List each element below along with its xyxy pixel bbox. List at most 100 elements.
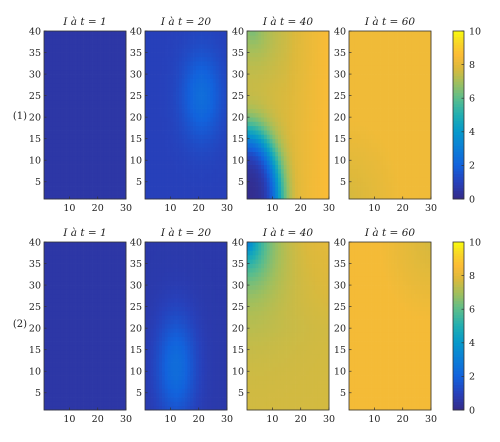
heatmap-cell bbox=[89, 61, 93, 66]
heatmap-cell bbox=[408, 104, 412, 109]
heatmap-cell bbox=[210, 69, 214, 75]
heatmap-cell bbox=[198, 52, 202, 58]
heatmap-cell bbox=[320, 43, 324, 49]
heatmap-cell bbox=[176, 69, 180, 75]
heatmap-cell bbox=[255, 35, 259, 40]
heatmap-cell bbox=[123, 134, 127, 140]
heatmap-cell bbox=[198, 35, 202, 40]
heatmap-cell bbox=[261, 168, 265, 174]
heatmap-cell bbox=[224, 108, 228, 114]
heatmap-cell bbox=[120, 69, 124, 75]
heatmap-cell bbox=[201, 39, 205, 45]
heatmap-cell bbox=[147, 143, 152, 148]
heatmap-cell bbox=[357, 117, 361, 122]
heatmap-cell bbox=[391, 74, 395, 79]
heatmap-cell bbox=[173, 69, 177, 75]
heatmap-cell bbox=[161, 78, 166, 84]
heatmap-cell bbox=[292, 52, 296, 58]
heatmap-cell bbox=[97, 117, 101, 122]
heatmap-cell bbox=[306, 65, 310, 71]
heatmap-cell bbox=[173, 194, 177, 200]
heatmap-cell bbox=[167, 143, 171, 148]
heatmap-cell bbox=[198, 155, 202, 161]
heatmap-cell bbox=[365, 74, 370, 79]
heatmap-cell bbox=[258, 78, 262, 84]
heatmap-cell bbox=[201, 56, 205, 62]
heatmap-cell bbox=[419, 121, 423, 127]
heatmap-cell bbox=[97, 56, 101, 62]
heatmap-cell bbox=[52, 78, 56, 84]
heatmap-cell bbox=[425, 112, 429, 118]
heatmap-cell bbox=[397, 43, 401, 49]
heatmap-cell bbox=[422, 78, 426, 84]
heatmap-cell bbox=[269, 164, 273, 170]
heatmap-cell bbox=[382, 181, 387, 187]
heatmap-cell bbox=[55, 392, 59, 398]
heatmap-cell bbox=[300, 82, 304, 88]
heatmap-cell bbox=[416, 134, 421, 140]
heatmap-cell bbox=[58, 56, 62, 62]
heatmap-cell bbox=[178, 39, 183, 45]
heatmap-cell bbox=[123, 168, 127, 174]
heatmap-cell bbox=[221, 95, 225, 101]
heatmap-cell bbox=[46, 358, 51, 363]
heatmap-cell bbox=[411, 78, 415, 84]
heatmap-cell bbox=[49, 405, 53, 411]
heatmap-cell bbox=[408, 173, 412, 178]
heatmap-cell bbox=[75, 173, 79, 178]
heatmap-cell bbox=[295, 87, 299, 92]
heatmap-cell bbox=[422, 186, 426, 191]
heatmap-cell bbox=[275, 48, 279, 53]
heatmap-cell bbox=[94, 39, 99, 45]
heatmap-cell bbox=[198, 130, 202, 135]
heatmap-cell bbox=[309, 147, 313, 152]
heatmap-cell bbox=[218, 151, 222, 157]
heatmap-cell bbox=[75, 95, 79, 101]
heatmap-cell bbox=[326, 99, 330, 105]
heatmap-cell bbox=[159, 74, 163, 79]
heatmap-cell bbox=[300, 104, 304, 109]
heatmap-cell bbox=[428, 134, 432, 140]
colorbar-swatch bbox=[453, 61, 464, 65]
heatmap-cell bbox=[167, 61, 171, 66]
heatmap-cell bbox=[218, 173, 222, 178]
heatmap-cell bbox=[190, 78, 194, 84]
heatmap-cell bbox=[405, 74, 409, 79]
heatmap-cell bbox=[365, 160, 370, 165]
heatmap-cell bbox=[385, 74, 389, 79]
heatmap-cell bbox=[303, 164, 307, 170]
colorbar-swatch bbox=[453, 176, 464, 180]
heatmap-cell bbox=[170, 186, 174, 191]
heatmap-cell bbox=[278, 112, 282, 118]
heatmap-cell bbox=[161, 112, 166, 118]
heatmap-cell bbox=[69, 168, 73, 174]
heatmap-cell bbox=[255, 177, 259, 183]
x-tick-label: 10 bbox=[164, 203, 176, 214]
heatmap-cell bbox=[204, 173, 208, 178]
heatmap-cell bbox=[187, 31, 191, 36]
heatmap-cell bbox=[181, 82, 185, 88]
heatmap-cell bbox=[89, 155, 93, 161]
panel-title: I à t = 20 bbox=[160, 16, 211, 28]
heatmap-cell bbox=[193, 194, 197, 200]
heatmap-cell bbox=[97, 173, 101, 178]
heatmap-cell bbox=[195, 194, 200, 200]
heatmap-cell bbox=[215, 177, 219, 183]
heatmap-cell bbox=[289, 134, 293, 140]
heatmap-cell bbox=[145, 39, 149, 45]
heatmap-cell bbox=[44, 293, 48, 299]
heatmap-cell bbox=[159, 112, 163, 118]
heatmap-cell bbox=[388, 87, 392, 92]
heatmap-cell bbox=[371, 69, 375, 75]
heatmap-cell bbox=[103, 138, 107, 144]
colorbar-swatch bbox=[453, 187, 464, 191]
heatmap-cell bbox=[224, 121, 228, 127]
heatmap-cell bbox=[46, 194, 51, 200]
heatmap-cell bbox=[354, 61, 358, 66]
heatmap-cell bbox=[55, 125, 59, 131]
heatmap-cell bbox=[323, 65, 327, 71]
heatmap-cell bbox=[320, 78, 324, 84]
heatmap-cell bbox=[147, 99, 152, 105]
heatmap-cell bbox=[258, 95, 262, 101]
heatmap-cell bbox=[391, 181, 395, 187]
